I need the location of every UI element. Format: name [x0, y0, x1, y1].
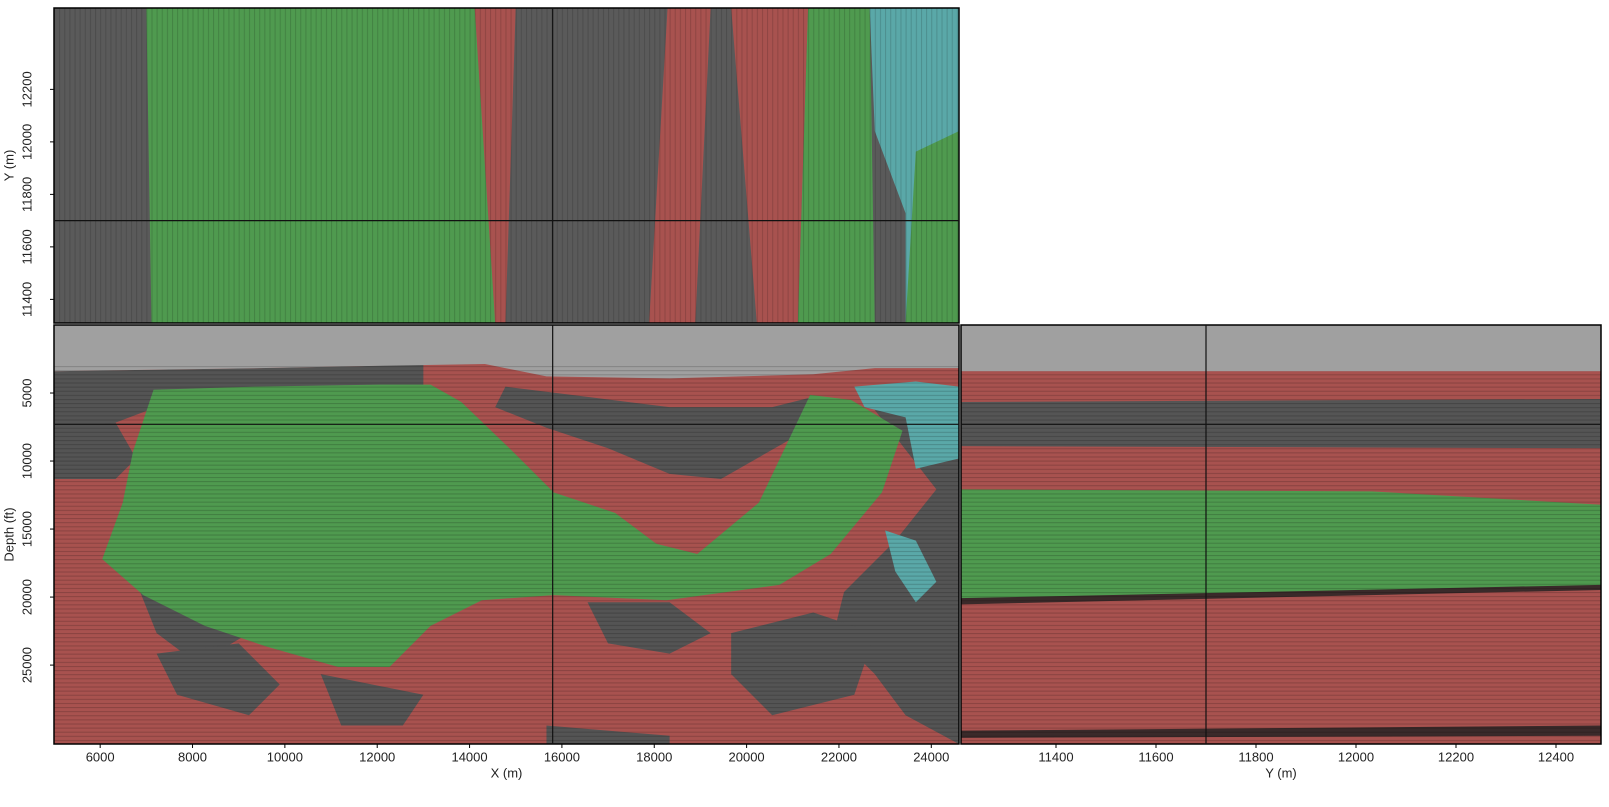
x-tick-label: 14000	[451, 749, 487, 764]
x-tick-label: 10000	[267, 749, 303, 764]
y-tick-label: 25000	[19, 647, 34, 683]
x-tick-label: 11600	[1138, 749, 1173, 764]
x-tick-label: 12000	[359, 749, 395, 764]
y-tick-label: 5000	[19, 379, 34, 408]
x-tick-label: 8000	[178, 749, 207, 764]
y-axis-label: Depth (ft)	[1, 507, 16, 561]
x-tick-label: 18000	[636, 749, 672, 764]
panel-frame	[53, 7, 960, 324]
y-tick-label: 15000	[19, 511, 34, 547]
map-image	[54, 8, 959, 323]
y-tick-label: 12200	[19, 71, 34, 107]
x-tick-label: 22000	[821, 749, 857, 764]
y-tick-label: 11800	[19, 177, 34, 212]
x-tick-label: 12000	[1338, 749, 1374, 764]
x-tick-label: 20000	[729, 749, 765, 764]
y-section-image	[961, 325, 1602, 745]
y-tick-label: 20000	[19, 579, 34, 615]
x-section-image	[54, 325, 959, 745]
x-tick-label: 16000	[544, 749, 580, 764]
y-tick-label: 11600	[19, 229, 34, 264]
x-tick-label: 11800	[1238, 749, 1273, 764]
x-axis-label: X (m)	[491, 765, 523, 780]
x-tick-label: 24000	[913, 749, 949, 764]
x-axis-label: Y (m)	[1265, 765, 1297, 780]
x-tick-label: 11400	[1038, 749, 1073, 764]
panel-frame	[53, 324, 960, 745]
y-tick-label: 10000	[19, 443, 34, 479]
y-tick-label: 12000	[19, 124, 34, 160]
x-tick-label: 12400	[1538, 749, 1574, 764]
x-tick-label: 6000	[86, 749, 115, 764]
x-tick-label: 12200	[1438, 749, 1474, 764]
y-tick-label: 11400	[19, 282, 34, 317]
y-axis-label: Y (m)	[1, 150, 16, 182]
panel-frame	[960, 324, 1602, 745]
